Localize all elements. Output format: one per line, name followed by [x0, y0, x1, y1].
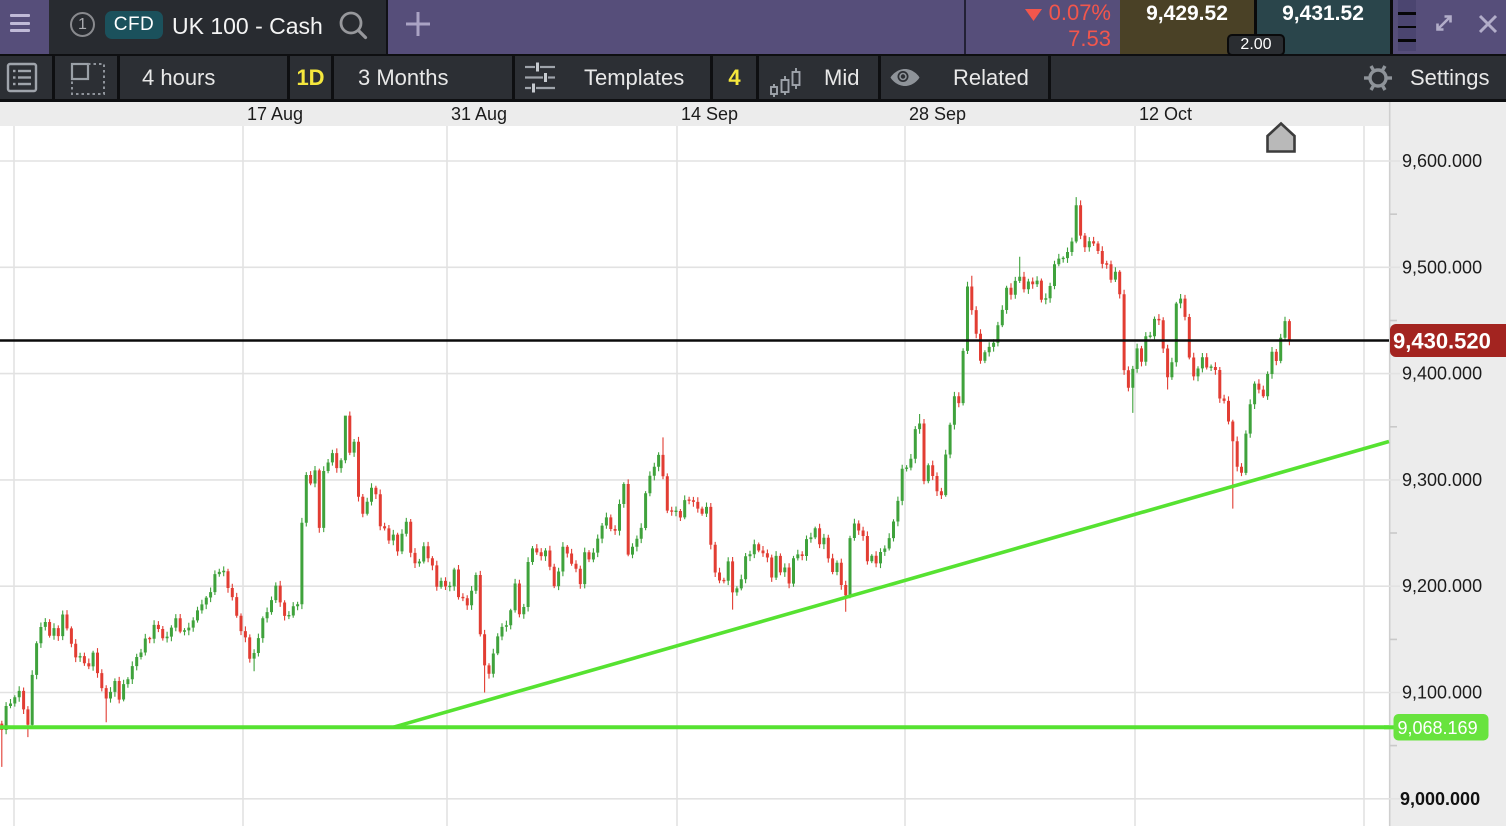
svg-text:9,100.000: 9,100.000: [1402, 683, 1482, 703]
svg-text:9,430.520: 9,430.520: [1393, 329, 1491, 354]
svg-text:9,400.000: 9,400.000: [1402, 364, 1482, 384]
svg-text:14 Sep: 14 Sep: [681, 104, 738, 124]
svg-text:9,068.169: 9,068.169: [1398, 718, 1478, 738]
svg-text:9,000.000: 9,000.000: [1400, 789, 1480, 809]
svg-text:28 Sep: 28 Sep: [909, 104, 966, 124]
svg-text:31 Aug: 31 Aug: [451, 104, 507, 124]
svg-text:12 Oct: 12 Oct: [1139, 104, 1192, 124]
svg-text:9,300.000: 9,300.000: [1402, 470, 1482, 490]
svg-text:17 Aug: 17 Aug: [247, 104, 303, 124]
svg-text:9,600.000: 9,600.000: [1402, 151, 1482, 171]
svg-text:9,200.000: 9,200.000: [1402, 576, 1482, 596]
svg-text:9,500.000: 9,500.000: [1402, 257, 1482, 277]
